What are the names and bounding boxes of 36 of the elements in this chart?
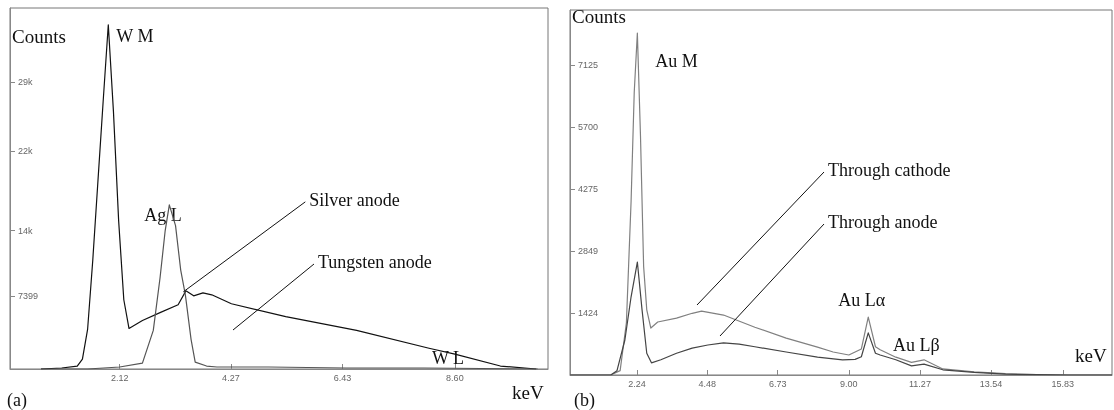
x-tick-label: 6.43 <box>333 372 352 383</box>
x-tick-label: 6.73 <box>768 378 787 389</box>
x-tick-label: 4.48 <box>698 378 716 389</box>
annotation: Through cathode <box>828 160 951 180</box>
annotation: Au M <box>655 51 698 72</box>
y-tick-label: 4275 <box>578 184 599 195</box>
y-tick-label: 1424 <box>578 308 599 319</box>
x-tick-label: 2.24 <box>628 378 646 389</box>
text: (b) <box>574 390 595 410</box>
y-tick-label: 7399 <box>18 290 39 301</box>
x-tick-label: 13.54 <box>979 378 1003 389</box>
x-tick-label: 11.27 <box>909 378 931 389</box>
x-axis-title: keV <box>1075 344 1107 366</box>
x-tick-label: 8.60 <box>446 372 464 383</box>
y-tick-label: 29k <box>18 77 34 88</box>
line-series <box>40 204 539 370</box>
y-tick-label: 7125 <box>578 60 599 71</box>
x-tick-label: 9.00 <box>840 378 858 389</box>
annotation: Au Lα <box>838 290 886 311</box>
y-axis-title: Counts <box>572 5 626 27</box>
y-axis-title: Counts <box>12 25 66 47</box>
annotation: Ag L <box>144 204 182 225</box>
annotation: W M <box>116 25 154 46</box>
y-tick-label: 2849 <box>578 246 599 257</box>
y-tick-label: 14k <box>18 225 34 236</box>
annotation: Silver anode <box>309 189 400 210</box>
annotation: Au Lβ <box>893 334 940 355</box>
x-axis-title: keV <box>512 381 544 403</box>
x-tick-label: 2.12 <box>110 372 129 383</box>
annotation: Through anode <box>828 212 938 232</box>
text: (a) <box>7 390 27 410</box>
y-tick-label: 5700 <box>578 122 599 133</box>
x-tick-label: 15.83 <box>1051 378 1075 389</box>
annotation: Tungsten anode <box>318 252 432 272</box>
x-tick-label: 4.27 <box>222 372 240 383</box>
y-tick-label: 22k <box>18 146 34 157</box>
